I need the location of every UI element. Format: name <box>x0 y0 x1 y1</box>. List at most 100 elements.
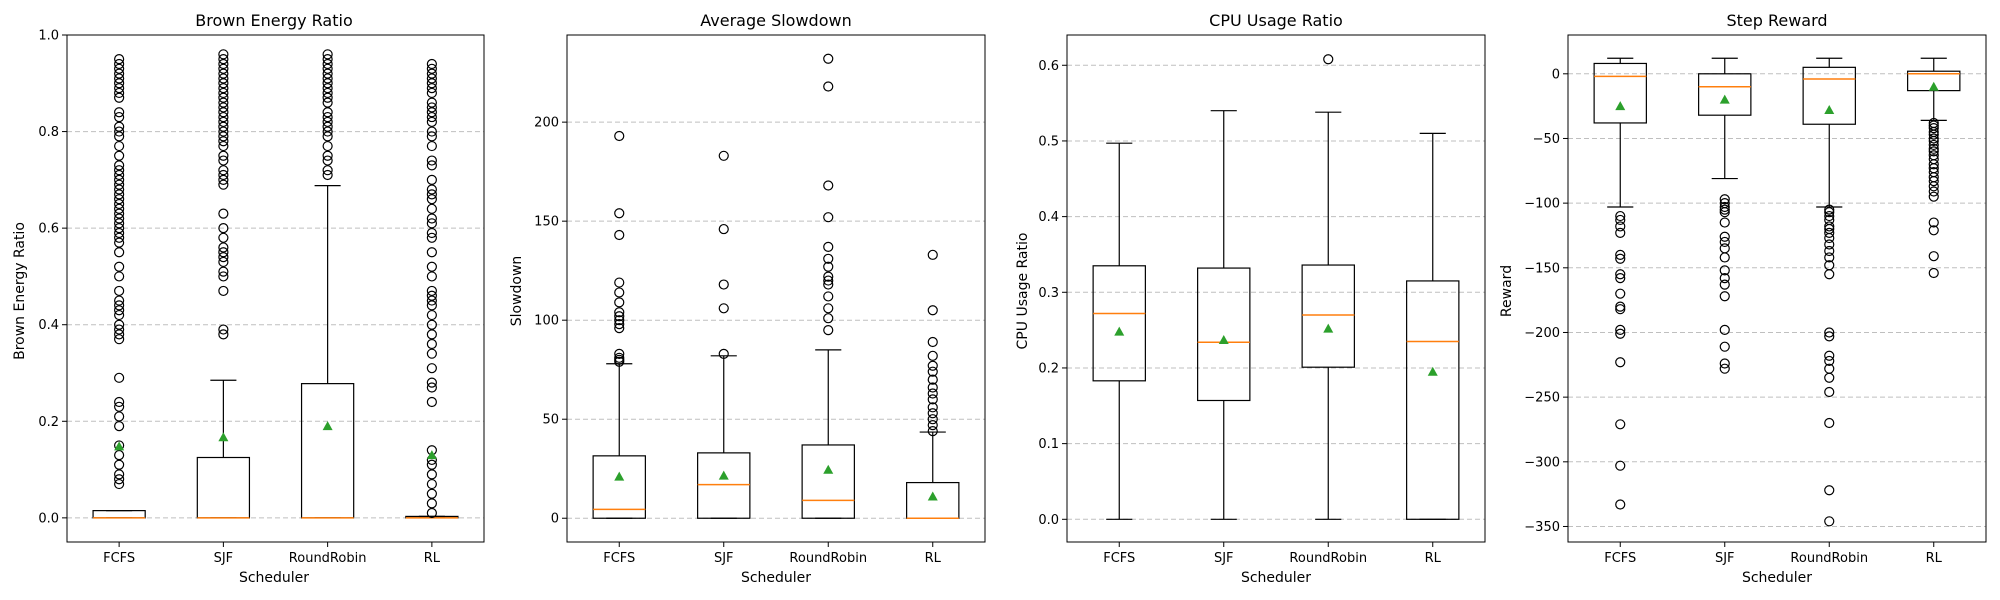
outlier-point <box>426 348 437 359</box>
outlier-point <box>927 414 938 425</box>
outlier-point <box>927 420 938 431</box>
outlier-point <box>114 324 125 335</box>
outlier-point <box>1824 210 1835 222</box>
outlier-point <box>114 218 125 229</box>
y-tick-label: −350 <box>1524 520 1560 535</box>
outlier-point <box>1615 328 1626 339</box>
outlier-point <box>426 247 437 258</box>
outlier-point <box>823 253 834 264</box>
iqr-box <box>801 444 855 519</box>
outlier-point <box>114 63 125 74</box>
outlier-point <box>218 107 229 118</box>
outlier-point <box>823 279 834 290</box>
y-tick-label: 150 <box>534 215 559 230</box>
outlier-point <box>1615 214 1626 226</box>
outlier-point <box>1824 331 1835 342</box>
y-tick-label: 200 <box>534 116 559 131</box>
outlier-point <box>426 63 437 74</box>
mean-marker <box>614 471 625 481</box>
outlier-point <box>1719 341 1730 352</box>
outlier-point <box>1928 181 1939 192</box>
outlier-point <box>1615 301 1626 312</box>
outlier-point <box>426 488 437 499</box>
y-tick-label: −250 <box>1524 391 1560 406</box>
outlier-point <box>1928 217 1939 228</box>
mean-marker <box>1427 366 1438 376</box>
outlier-point <box>426 68 437 79</box>
outlier-point <box>426 300 437 311</box>
outlier-point <box>114 131 125 142</box>
box-RL <box>405 58 459 519</box>
outlier-point <box>114 78 125 89</box>
outlier-point <box>114 459 125 470</box>
outlier-point <box>322 54 333 65</box>
box-RL <box>1406 132 1460 520</box>
outlier-point <box>218 285 229 297</box>
outlier-point <box>823 275 834 286</box>
outlier-point <box>1824 221 1835 232</box>
outlier-point <box>1928 176 1939 187</box>
outlier-point <box>927 402 938 413</box>
y-tick-label: 0.0 <box>38 511 59 526</box>
outlier-point <box>1824 269 1835 280</box>
outlier-point <box>927 336 938 348</box>
outlier-point <box>218 87 229 99</box>
outlier-point <box>426 87 437 99</box>
y-tick-label: 100 <box>534 314 559 329</box>
outlier-point <box>1719 291 1730 302</box>
outlier-point <box>114 478 125 490</box>
outlier-point <box>322 58 333 70</box>
outlier-point <box>426 102 437 113</box>
mean-marker <box>114 441 125 451</box>
outlier-point <box>1824 252 1835 263</box>
outlier-point <box>823 271 834 282</box>
x-axis-label: Scheduler <box>741 570 811 586</box>
y-tick-label: 50 <box>542 413 559 428</box>
outlier-point <box>114 140 125 152</box>
outlier-point <box>114 237 125 248</box>
outlier-point <box>1824 204 1835 215</box>
outlier-point <box>426 319 437 330</box>
box-SJF <box>697 150 751 519</box>
iqr-box <box>1698 73 1752 116</box>
outlier-point <box>114 319 125 330</box>
x-tick-label: RL <box>424 551 441 566</box>
x-tick-label: RL <box>1425 551 1442 566</box>
outlier-point <box>218 58 229 70</box>
outlier-point <box>426 285 437 297</box>
outlier-point <box>1719 243 1730 254</box>
y-tick-label: 0.1 <box>1038 437 1059 452</box>
outlier-point <box>114 329 125 340</box>
box-SJF <box>196 49 251 519</box>
outlier-point <box>1928 191 1939 202</box>
box-FCFS <box>592 130 646 519</box>
panel-title: CPU Usage Ratio <box>1209 11 1343 30</box>
outlier-point <box>218 68 229 79</box>
outlier-point <box>614 323 625 334</box>
outlier-point <box>426 203 437 214</box>
outlier-point <box>114 271 125 282</box>
outlier-point <box>1615 357 1626 368</box>
mean-marker <box>718 470 729 480</box>
mean-marker <box>823 464 834 474</box>
y-tick-label: 0.4 <box>1038 210 1059 225</box>
outlier-point <box>718 348 729 359</box>
outlier-point <box>218 324 229 335</box>
outlier-point <box>927 366 938 377</box>
mean-marker <box>927 491 938 501</box>
outlier-point <box>927 408 938 419</box>
axes-frame <box>566 34 986 543</box>
outlier-point <box>426 213 437 224</box>
outlier-point <box>1928 143 1939 154</box>
boxplot-area: 0.0 0.2 0.4 0.6 0.8 1.0 FCFS SJF RoundRobin RL <box>38 29 485 566</box>
box-RoundRobin <box>1301 54 1355 520</box>
panel-cpu-usage: CPU Usage Ratio CPU Usage Ratio Schedule… <box>1015 11 1486 586</box>
panel-title: Average Slowdown <box>700 11 851 30</box>
outlier-point <box>823 261 834 272</box>
outlier-point <box>114 396 125 408</box>
outlier-point <box>1928 159 1939 170</box>
outlier-point <box>927 425 938 437</box>
outlier-point <box>218 136 229 147</box>
x-axis-label: Scheduler <box>239 570 309 586</box>
outlier-point <box>218 174 229 185</box>
